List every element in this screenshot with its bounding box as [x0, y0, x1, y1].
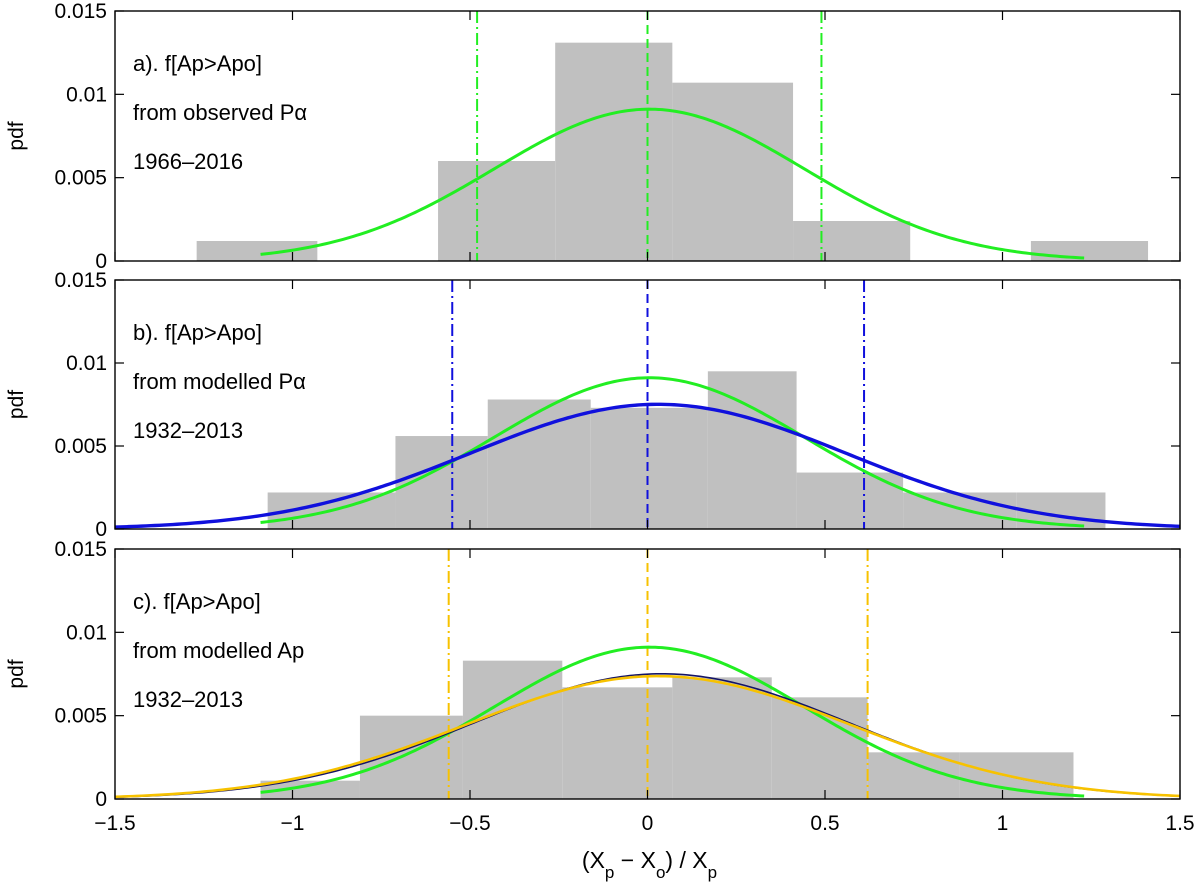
x-label-subscript: p — [708, 863, 717, 882]
y-tick-label: 0.005 — [54, 167, 107, 190]
x-tick-label: −1 — [281, 812, 305, 835]
panel-a: 0 0.005 0.01 0.015 pdf a). f[Ap>Apo] from obse… — [5, 0, 1181, 273]
hist-bar — [590, 407, 708, 529]
x-tick-label: 0.5 — [810, 812, 839, 835]
hist-bar — [196, 241, 318, 261]
hist-bar — [260, 780, 360, 799]
fit-curve — [260, 376, 1085, 528]
x-tick-label: 0 — [642, 812, 654, 835]
panel-annotation: 1932–2013 — [133, 418, 243, 443]
hist-bar — [672, 677, 772, 799]
y-tick-label: 0 — [95, 250, 107, 273]
x-tick-label: 1 — [997, 812, 1009, 835]
y-axis-label: pdf — [5, 121, 28, 150]
hist-bar — [438, 161, 556, 261]
y-tick-label: 0.01 — [66, 621, 107, 644]
x-label-subscript: o — [656, 863, 665, 882]
panel-annotation: from modelled Pα — [133, 369, 306, 394]
hist-bar — [1030, 241, 1149, 261]
fit-curve — [115, 402, 1180, 529]
hist-bar — [793, 221, 911, 261]
hist-bar — [903, 492, 1017, 529]
x-label-part: ) / X — [665, 847, 707, 873]
panel-annotation: c). f[Ap>Apo] — [133, 589, 261, 614]
panel-annotation: b). f[Ap>Apo] — [133, 320, 262, 345]
panel-c: 0 0.005 0.01 0.015 pdf c). f[Ap>Apo] from mode… — [5, 538, 1181, 811]
x-label-part: − X — [614, 847, 656, 873]
x-tick-label: −1.5 — [94, 812, 135, 835]
panel-b: 0 0.005 0.01 0.015 pdf b). f[Ap>Apo] from mode… — [5, 269, 1181, 541]
y-tick-label: 0.015 — [54, 269, 107, 292]
y-tick-label: 0.005 — [54, 705, 107, 728]
plot-area-b — [115, 280, 1180, 529]
y-tick-label: 0 — [95, 788, 107, 811]
y-tick-label: 0.015 — [54, 0, 107, 23]
y-axis-label: pdf — [5, 659, 28, 688]
y-tick-label: 0.015 — [54, 538, 107, 561]
hist-bar — [707, 371, 797, 529]
panel-annotation: from modelled Ap — [133, 638, 304, 663]
fit-curve — [260, 107, 1085, 260]
y-tick-label: 0.005 — [54, 435, 107, 458]
x-label-subscript: p — [605, 863, 614, 882]
x-tick-label: −0.5 — [449, 812, 490, 835]
panel-annotation: from observed Pα — [133, 100, 307, 125]
fit-curve — [115, 674, 1180, 799]
panel-annotation: 1966–2016 — [133, 149, 243, 174]
y-axis-label: pdf — [5, 390, 28, 419]
hist-bar — [555, 42, 673, 261]
plot-area-c — [115, 549, 1180, 799]
fit-curve — [260, 645, 1085, 798]
x-axis-label: (Xp − Xo) / Xp — [582, 847, 717, 882]
hist-bar — [959, 752, 1074, 799]
panel-annotation: a). f[Ap>Apo] — [133, 51, 262, 76]
y-tick-label: 0 — [95, 518, 107, 541]
hist-bar — [562, 687, 673, 799]
y-tick-label: 0.01 — [66, 83, 107, 106]
hist-bar — [672, 82, 794, 261]
y-tick-label: 0.01 — [66, 352, 107, 375]
x-label-part: (X — [582, 847, 605, 873]
x-tick-label: 1.5 — [1165, 812, 1194, 835]
hist-bar — [487, 399, 591, 529]
plot-area-a — [196, 11, 1149, 261]
hist-bar — [462, 660, 563, 799]
panel-annotation: 1932–2013 — [133, 687, 243, 712]
